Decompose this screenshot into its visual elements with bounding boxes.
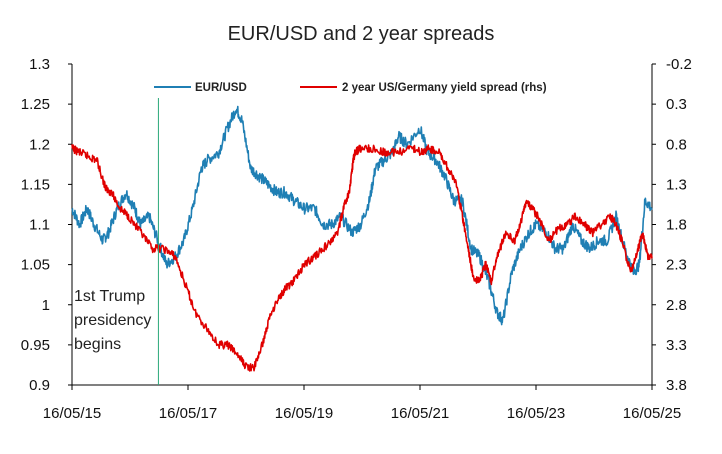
x-tick-label: 16/05/25 — [623, 405, 681, 422]
y-left-tick-label: 1 — [42, 297, 50, 314]
annotation-text-line: 1st Trump — [74, 288, 145, 305]
annotation-text-line: presidency — [74, 312, 151, 329]
x-tick-label: 16/05/23 — [507, 405, 565, 422]
y-right-tick-label: 2.3 — [666, 257, 687, 274]
y-left-tick-label: 1.25 — [21, 96, 50, 113]
x-tick-label: 16/05/21 — [391, 405, 449, 422]
annotation-text-line: begins — [74, 336, 121, 353]
legend: EUR/USD 2 year US/Germany yield spread (r… — [154, 82, 547, 94]
y-right-tick-label: 0.8 — [666, 136, 687, 153]
annotations: 1st Trump presidency begins — [74, 98, 159, 385]
y-right-tick-label: 1.3 — [666, 176, 687, 193]
y-right-tick-label: 3.3 — [666, 337, 687, 354]
axes: 1.3 1.25 1.2 1.15 1.1 1.05 1 0.95 0.9 -0.2 0.3 0.8 1… — [21, 56, 692, 422]
eurusd-series-line — [71, 105, 653, 326]
series-group — [71, 105, 653, 372]
y-left-tick-label: 1.3 — [29, 56, 50, 73]
spread-series-line — [71, 144, 653, 372]
legend-label-spread: 2 year US/Germany yield spread (rhs) — [342, 82, 547, 94]
y-right-tick-label: 2.8 — [666, 297, 687, 314]
y-left-tick-label: 1.15 — [21, 176, 50, 193]
chart-title: EUR/USD and 2 year spreads — [228, 23, 495, 45]
x-tick-label: 16/05/15 — [43, 405, 101, 422]
y-right-tick-label: 0.3 — [666, 96, 687, 113]
y-left-tick-label: 0.9 — [29, 377, 50, 394]
legend-label-eurusd: EUR/USD — [195, 82, 247, 94]
x-tick-label: 16/05/17 — [159, 405, 217, 422]
y-right-tick-label: 3.8 — [666, 377, 687, 394]
y-left-tick-label: 0.95 — [21, 337, 50, 354]
y-left-tick-label: 1.2 — [29, 136, 50, 153]
x-tick-label: 16/05/19 — [275, 405, 333, 422]
y-left-tick-label: 1.1 — [29, 217, 50, 234]
y-right-tick-label: 1.8 — [666, 217, 687, 234]
y-left-tick-label: 1.05 — [21, 257, 50, 274]
y-right-tick-label: -0.2 — [666, 56, 692, 73]
